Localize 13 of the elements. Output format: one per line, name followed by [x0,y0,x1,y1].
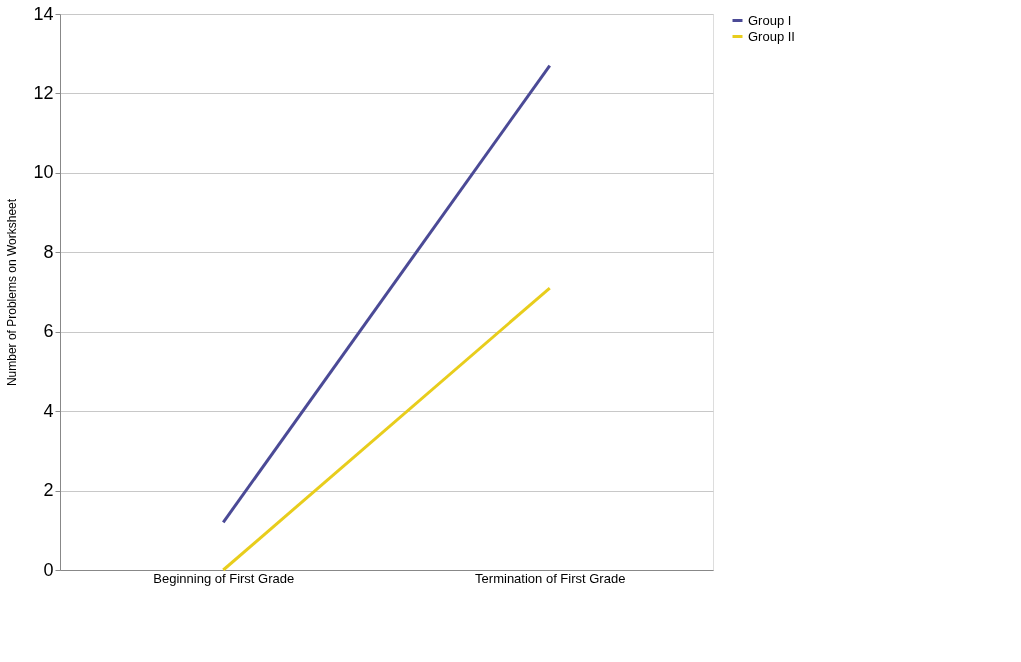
y-tick-label: 6 [43,321,54,342]
y-tick-label: 12 [33,82,54,103]
y-tick-label: 0 [43,559,54,580]
legend-label: Group I [748,12,792,28]
x-tick-label: Beginning of First Grade [153,570,295,586]
y-tick-label: 8 [43,241,54,262]
y-tick-label: 2 [43,480,54,501]
legend-label: Group II [748,28,795,44]
y-tick-label: 14 [33,3,54,24]
y-axis-title: Number of Problems on Worksheet [5,198,20,387]
x-tick-label: Termination of First Grade [475,570,626,586]
y-tick-label: 10 [33,162,54,183]
y-tick-label: 4 [43,400,54,421]
